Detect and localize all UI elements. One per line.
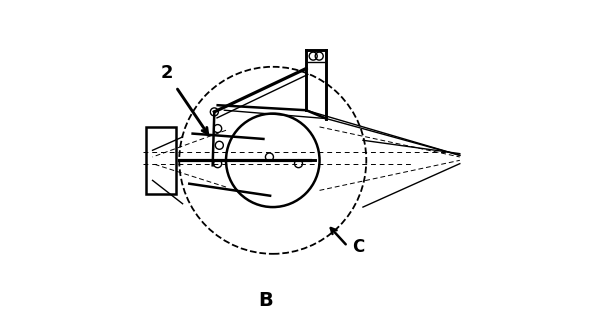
Text: C: C — [353, 238, 365, 257]
Text: 2: 2 — [161, 64, 173, 82]
Bar — [146, 127, 176, 194]
Text: B: B — [259, 291, 274, 310]
